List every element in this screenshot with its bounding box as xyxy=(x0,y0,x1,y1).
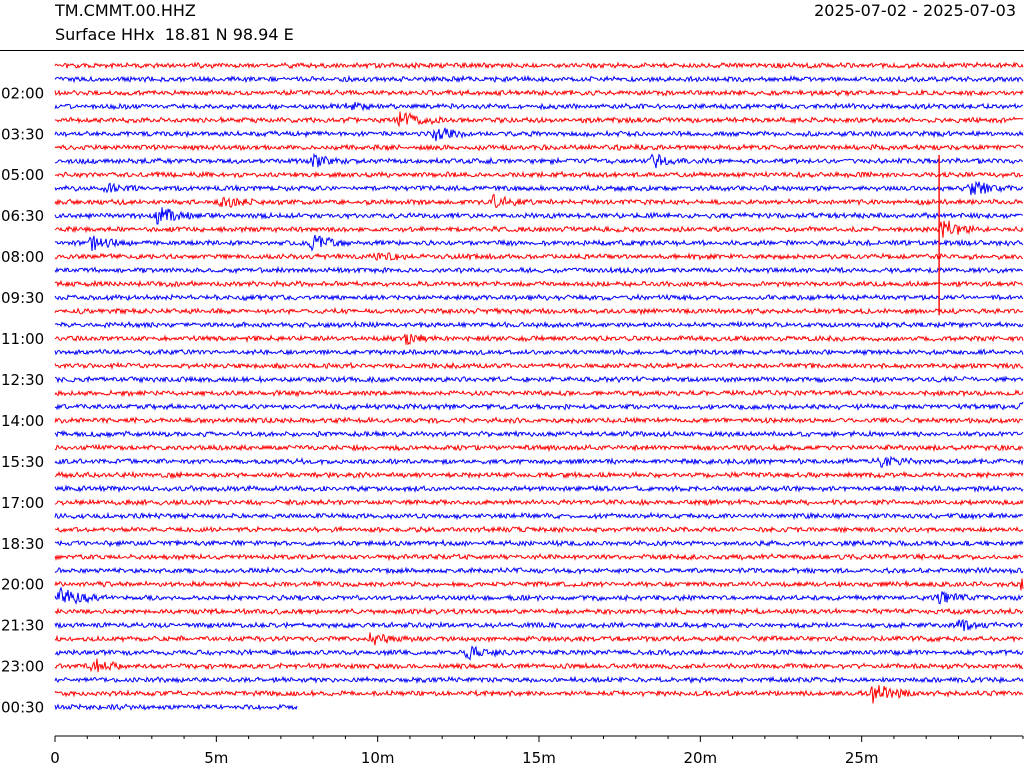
trace-row xyxy=(54,74,1024,84)
x-axis: 0 5m 10m 15m 20m 25m xyxy=(50,735,1024,767)
y-tick-label: 17:00 xyxy=(1,494,44,512)
trace-row xyxy=(54,538,1024,548)
trace-row xyxy=(54,606,1024,616)
trace-row xyxy=(54,619,1024,632)
trace-row xyxy=(54,455,1024,468)
y-tick-label: 03:30 xyxy=(1,125,44,143)
trace-row xyxy=(54,388,1024,398)
trace-row xyxy=(54,207,1024,225)
trace-row xyxy=(54,401,1024,411)
x-tick-label: 0 xyxy=(50,749,60,767)
trace-row xyxy=(54,375,1024,384)
station-location: Surface HHx 18.81 N 98.94 E xyxy=(55,25,294,44)
trace-row xyxy=(54,127,1024,142)
x-tick-label: 20m xyxy=(683,749,717,767)
trace-row xyxy=(54,443,1024,453)
y-tick-label: 23:00 xyxy=(1,658,44,676)
date-range: 2025-07-02 - 2025-07-03 xyxy=(814,1,1016,20)
trace-row xyxy=(54,361,1024,371)
trace-group xyxy=(54,60,1024,711)
trace-row xyxy=(54,333,1024,346)
trace-row xyxy=(54,632,1024,646)
trace-row xyxy=(54,193,1024,209)
trace-row xyxy=(54,111,1024,128)
y-tick-label: 14:00 xyxy=(1,412,44,430)
trace-row xyxy=(54,180,1024,196)
y-tick-label: 12:30 xyxy=(1,371,44,389)
trace-row xyxy=(54,484,1024,494)
station-code: TM.CMMT.00.HHZ xyxy=(55,1,196,20)
y-tick-label: 15:30 xyxy=(1,453,44,471)
x-tick-label: 25m xyxy=(845,749,879,767)
trace-row xyxy=(54,429,1024,439)
trace-row xyxy=(54,142,1024,152)
trace-row xyxy=(54,658,1024,673)
trace-row xyxy=(54,88,1024,98)
y-tick-label: 02:00 xyxy=(1,84,44,102)
y-tick-labels: 02:00 03:30 05:00 06:30 08:00 09:30 11:00 12:30… xyxy=(1,84,44,716)
trace-row xyxy=(54,470,1024,480)
y-tick-label: 08:00 xyxy=(1,248,44,266)
trace-row xyxy=(54,220,1024,238)
x-tick-label: 15m xyxy=(522,749,556,767)
trace-row xyxy=(54,566,1024,575)
trace-row xyxy=(54,320,1024,330)
trace-row xyxy=(54,101,1024,112)
trace-row xyxy=(54,703,298,711)
trace-row xyxy=(54,234,1024,252)
y-tick-label: 09:30 xyxy=(1,289,44,307)
trace-row xyxy=(54,252,1024,262)
y-tick-label: 18:30 xyxy=(1,535,44,553)
trace-row xyxy=(54,497,1024,507)
y-tick-label: 11:00 xyxy=(1,330,44,348)
trace-row xyxy=(54,578,1024,591)
trace-row xyxy=(54,265,1024,275)
x-tick-label: 10m xyxy=(361,749,395,767)
trace-row xyxy=(54,347,1024,357)
trace-row xyxy=(54,552,1024,562)
y-tick-label: 21:30 xyxy=(1,617,44,635)
header-divider xyxy=(0,50,1024,51)
trace-row xyxy=(54,675,1024,685)
trace-row xyxy=(54,525,1024,534)
y-tick-label: 05:00 xyxy=(1,166,44,184)
x-tick-label: 5m xyxy=(204,749,228,767)
trace-row xyxy=(54,60,1024,70)
y-tick-label: 20:00 xyxy=(1,576,44,594)
trace-row xyxy=(54,416,1024,425)
trace-row xyxy=(54,170,1024,179)
trace-row xyxy=(54,685,1024,704)
trace-row xyxy=(54,511,1024,521)
trace-row xyxy=(54,293,1024,302)
trace-row xyxy=(54,279,1023,288)
trace-row xyxy=(54,306,1024,316)
y-tick-label: 00:30 xyxy=(1,699,44,717)
trace-row xyxy=(54,586,1024,605)
trace-row xyxy=(54,152,1024,169)
trace-row xyxy=(54,645,1024,661)
y-tick-label: 06:30 xyxy=(1,207,44,225)
